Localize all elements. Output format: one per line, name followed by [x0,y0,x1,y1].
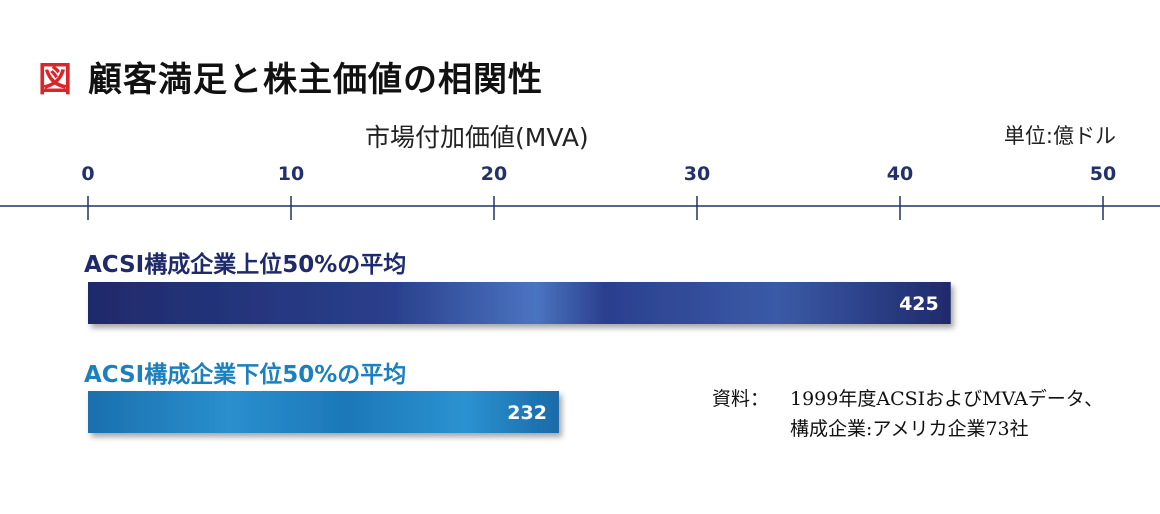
bar-0 [88,282,951,324]
x-tick-label-4: 40 [887,163,913,185]
bar-1 [88,391,559,433]
source-line-1: 1999年度ACSIおよびMVAデータ、 [790,388,1104,410]
bar-category-label-0: ACSI構成企業上位50%の平均 [84,251,406,278]
title-row: 図 顧客満足と株主価値の相関性 [38,52,543,101]
x-tick-label-1: 10 [278,163,304,185]
unit-label: 単位:億ドル [1003,124,1116,148]
source-line-2: 構成企業:アメリカ企業73社 [790,418,1029,440]
bar-value-label-1: 232 [507,402,547,424]
bar-category-label-1: ACSI構成企業下位50%の平均 [84,361,406,388]
bar-value-label-0: 425 [899,293,939,315]
x-tick-label-3: 30 [684,163,710,185]
bars: ACSI構成企業上位50%の平均 425 ACSI構成企業下位50%の平均 232 [84,251,951,433]
figure-mark: 図 [38,60,72,100]
chart-title: 顧客満足と株主価値の相関性 [88,60,543,100]
source-label: 資料： [712,388,770,410]
x-axis-ticks: 0 10 20 30 40 50 [81,163,1116,220]
x-tick-label-2: 20 [481,163,507,185]
x-axis-title: 市場付加価値(MVA) [365,123,589,152]
x-tick-label-5: 50 [1090,163,1116,185]
x-tick-label-0: 0 [81,163,94,185]
source-note: 資料： 1999年度ACSIおよびMVAデータ、 構成企業:アメリカ企業73社 [712,384,1103,444]
